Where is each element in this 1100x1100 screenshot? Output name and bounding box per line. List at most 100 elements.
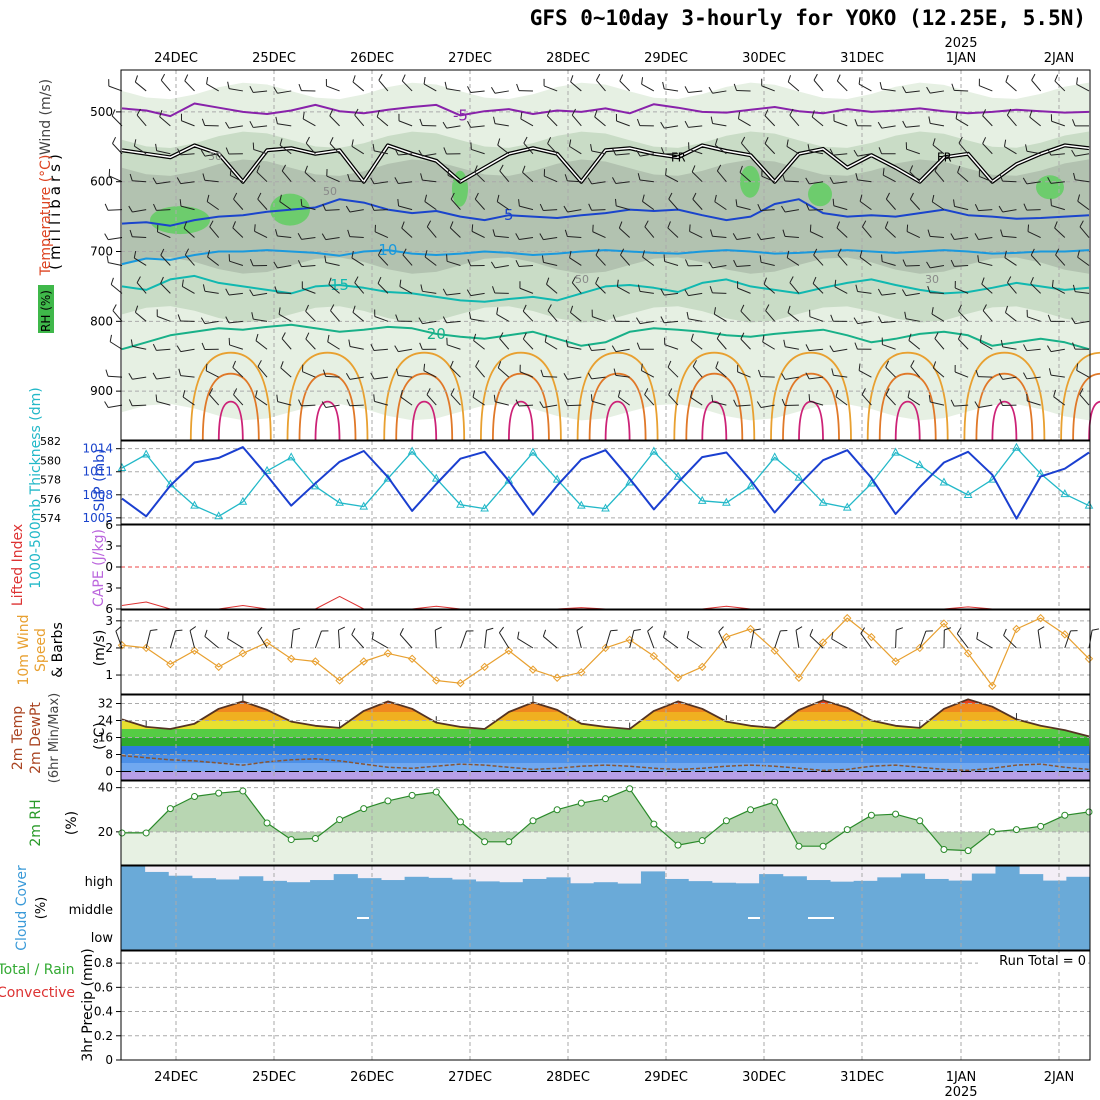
wind-barb-12-9-flag <box>394 345 399 352</box>
wind-barb-25-1 <box>712 122 727 127</box>
rh-point-15 <box>481 838 489 846</box>
wind-barb-8-5-flag <box>297 233 302 240</box>
wind-speed-point-36 <box>988 681 997 691</box>
wind-barb-38-9-flag <box>1023 344 1028 351</box>
wind-barb-7-4-flag <box>279 194 282 202</box>
wind-barb-18-5-flag <box>539 233 544 240</box>
wind-barb-24-10-flag <box>692 360 697 367</box>
slp-line <box>121 446 1090 520</box>
wind-barb-3-0 <box>184 80 195 92</box>
rh-point-16 <box>505 838 513 846</box>
wind-barb-9-7-flag <box>328 277 332 285</box>
wind-barb-19-7 <box>571 282 582 294</box>
wind-barb-14-0 <box>446 88 461 92</box>
slp-ytick-1011: 1011 <box>82 465 113 479</box>
isotherm-label-5: 5 <box>504 206 514 224</box>
wind-barb-23-0 <box>664 88 679 92</box>
wind-barb-27-11-flag <box>756 401 762 408</box>
temp-band-9 <box>121 699 1090 704</box>
wind-barb-23-6-flag <box>663 254 666 262</box>
wind-barb-40-0 <box>1076 83 1090 92</box>
wind-barb-6-11 <box>255 396 268 406</box>
wind-barb-23-1 <box>664 125 679 129</box>
wind-barb-30-6 <box>837 254 848 266</box>
rh-contour-label-1: 50 <box>575 273 589 286</box>
wind-barb-11-0 <box>378 79 389 92</box>
thickness-point-27 <box>770 452 780 461</box>
wind-barb-15-9-flag <box>473 333 477 341</box>
wind-barb-26-8-flag <box>740 304 745 312</box>
wind-barb-39-0 <box>1054 80 1066 92</box>
dewpt-axis-label: 2m DewPt <box>28 702 44 774</box>
wind-barb-38-8 <box>1027 316 1041 322</box>
wind-barb-21-4 <box>616 205 630 211</box>
cloud-high-bar-12 <box>404 876 429 893</box>
wind-barb-27-5 <box>760 237 775 241</box>
wind-barb-36-3 <box>979 175 993 183</box>
wind-barb-32-10 <box>885 366 896 378</box>
wind-barb-27-8 <box>765 310 776 322</box>
wind-barb-30-5-flag <box>836 221 841 229</box>
wind-barb-7-0 <box>277 90 292 94</box>
wind-barb-37-10 <box>1002 376 1017 380</box>
wind-barb-31-1-flag <box>854 119 858 126</box>
temp-band-0 <box>121 771 1090 780</box>
wind-barb-14-9 <box>447 344 461 350</box>
wind-barb-30-11-flag <box>835 389 839 397</box>
wind-barb-15-6-flag <box>467 259 472 266</box>
wind-barb-32-1-flag <box>877 121 883 129</box>
wind-barb-37-2-flag <box>1003 139 1007 147</box>
wind-barb-4-7 <box>204 290 219 294</box>
rh-shade-90-a <box>150 206 210 235</box>
li-ytick--6: 6 <box>105 518 113 532</box>
wind-barb-29-9 <box>809 348 824 352</box>
wind-barb-28-11-flag <box>781 398 786 406</box>
wind-barb-25-10-flag <box>715 361 719 369</box>
wind-barb-27-9-flag <box>762 335 765 343</box>
wind-barb-30-3 <box>833 181 848 184</box>
wind-barb-3-6-flag <box>184 248 190 256</box>
wind-barb-38-7 <box>1030 283 1042 294</box>
cloud-high-bar-36 <box>971 873 996 893</box>
wind-barb-8-6 <box>301 264 316 268</box>
wind-barb-0-11 <box>108 404 123 409</box>
wind-barb-10-2 <box>351 145 365 155</box>
wind-barb-12-0-flag <box>401 74 406 82</box>
wind-barb-34-4 <box>932 201 945 211</box>
wind-barb-25-4 <box>714 201 727 211</box>
wind-barb-29-0 <box>813 79 824 92</box>
wind-barb-18-9-flag <box>544 334 547 343</box>
wind-barb-36-5-flag <box>974 233 979 240</box>
surface-barb-8 <box>314 630 322 649</box>
wind-barb-14-10 <box>450 367 461 378</box>
wind-barb-19-2 <box>569 145 582 155</box>
wind-barb-37-7 <box>1007 282 1017 294</box>
wind-barb-5-6 <box>229 260 244 266</box>
wind-barb-4-11-flag <box>208 388 214 395</box>
wind-barb-29-4 <box>809 209 824 211</box>
wind-barb-4-2-flag <box>200 149 206 157</box>
wind-barb-4-3 <box>204 179 219 183</box>
wind-barb-5-4 <box>233 198 244 210</box>
wind-barb-17-10 <box>519 371 534 378</box>
wind-barb-24-5-flag <box>689 224 691 232</box>
wind-barb-5-1 <box>228 125 243 129</box>
wind-barb-23-11-flag <box>668 388 673 395</box>
wind-barb-22-11 <box>644 394 655 406</box>
wind-barb-34-5-flag <box>927 229 931 237</box>
wind-barb-3-3-flag <box>176 177 182 184</box>
wind-barb-1-5 <box>132 236 147 239</box>
cloud-high-bar-20 <box>593 882 618 893</box>
wind-barb-27-0 <box>761 85 775 92</box>
wind-barb-9-4-flag <box>322 203 327 211</box>
wind-barb-31-9-flag <box>854 342 858 350</box>
wind-barb-3-4-flag <box>179 199 182 207</box>
wind-barb-17-6-flag <box>515 260 520 267</box>
surface-barb-19-flag <box>576 626 583 631</box>
bottom-date-label-6: 30DEC <box>742 1070 786 1085</box>
wind-barb-1-9 <box>132 345 147 350</box>
wind-barb-33-3-flag <box>909 165 914 173</box>
wind-barb-5-7-flag <box>225 288 230 296</box>
wind-barb-11-11 <box>374 400 389 406</box>
thickness-point-4 <box>214 511 224 520</box>
